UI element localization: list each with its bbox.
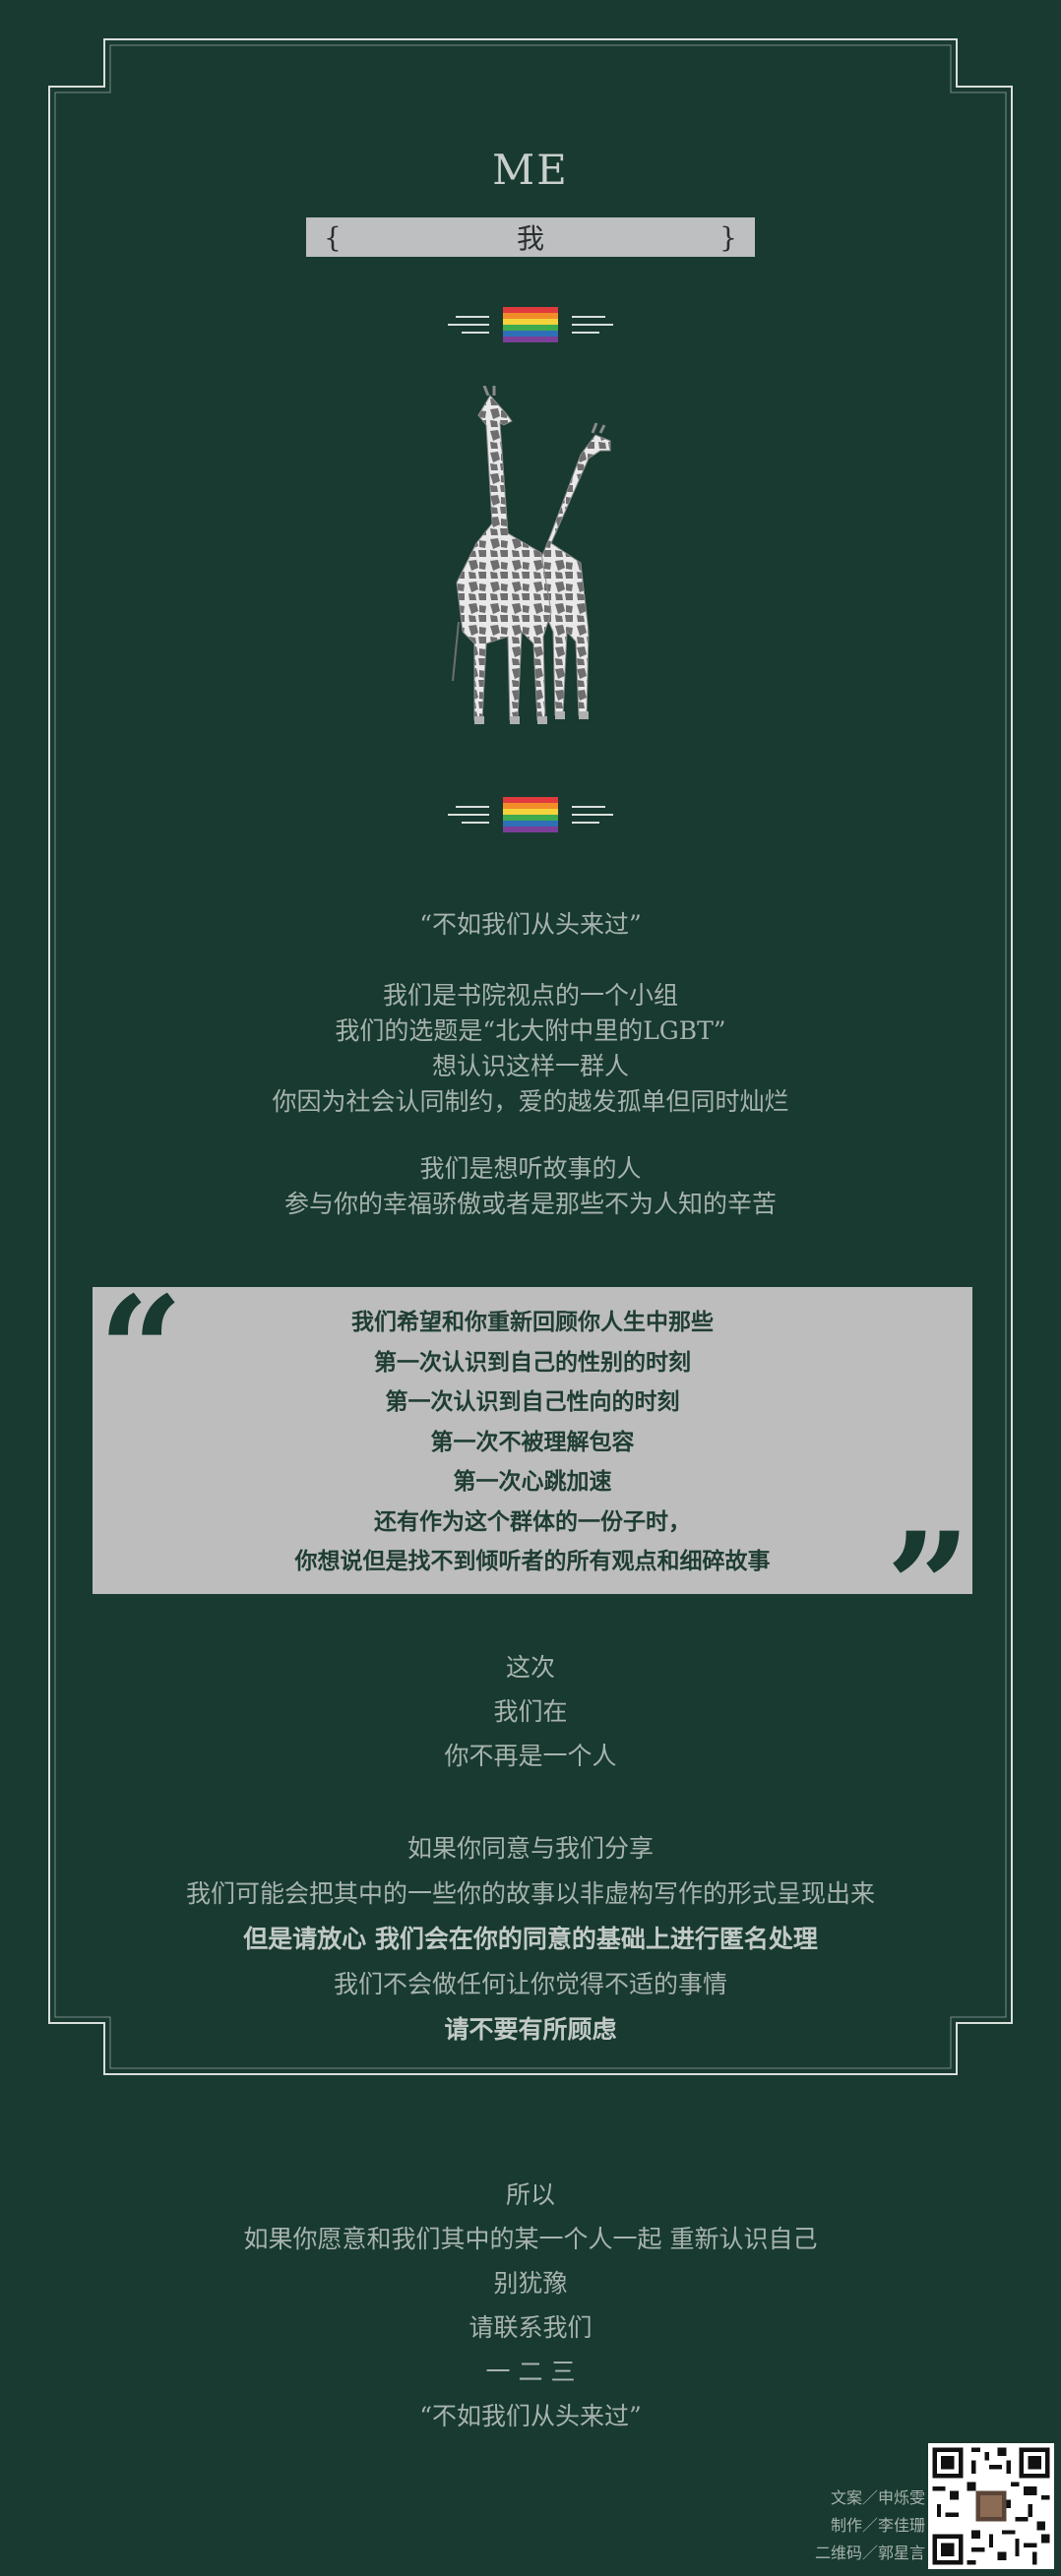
close-quote-mark: ” <box>886 1501 971 1674</box>
intro-line: 我们是书院视点的一个小组 <box>382 981 678 1010</box>
credit-line: 二维码／郭星言 <box>814 2544 925 2562</box>
closing-lines: 所以 如果你愿意和我们其中的某一个人一起 重新认识自己 别犹豫 请联系我们 一 … <box>0 2173 1061 2438</box>
middle-lines: 这次 我们在 你不再是一个人 <box>0 1645 1061 1778</box>
rainbow-flag-icon <box>448 797 613 832</box>
rainbow-flag-icon <box>448 307 613 342</box>
share-line: 如果你同意与我们分享 <box>406 1834 654 1863</box>
closing-line: 如果你愿意和我们其中的某一个人一起 重新认识自己 <box>243 2225 818 2253</box>
middle-line: 你不再是一个人 <box>444 1742 617 1770</box>
subtitle-close-brace: } <box>719 220 737 254</box>
intro-lines: 我们是书院视点的一个小组 我们的选题是“北大附中里的LGBT” 想认识这样一群人… <box>0 978 1061 1120</box>
closing-line: “不如我们从头来过” <box>419 2402 642 2430</box>
closing-line: 所以 <box>505 2180 555 2209</box>
closing-line: 请联系我们 <box>468 2313 593 2342</box>
subtitle-text: 我 <box>516 222 544 255</box>
open-quote-mark: “ <box>98 1264 184 1438</box>
subtitle-bar: { 我 } <box>306 217 755 257</box>
intro-quote: “不如我们从头来过” <box>0 907 1061 943</box>
share-line-emphasis: 但是请放心 我们会在你的同意的基础上进行匿名处理 <box>243 1925 818 1953</box>
page-title: ME <box>492 146 569 194</box>
credits: 文案／申烁雯 制作／李佳珊 二维码／郭星言 <box>778 2484 925 2567</box>
intro-quote-text: “不如我们从头来过” <box>419 910 642 939</box>
quote-box: “ 我们希望和你重新回顾你人生中那些 第一次认识到自己的性别的时刻 第一次认识到… <box>93 1277 972 1661</box>
quote-line: 你想说但是找不到倾听者的所有观点和细碎故事 <box>294 1549 771 1574</box>
subtitle-open-brace: { <box>324 220 342 254</box>
intro-line: 你因为社会认同制约，爱的越发孤单但同时灿烂 <box>272 1087 789 1116</box>
intro-line: 我们是想听故事的人 <box>419 1154 642 1183</box>
credit-line: 文案／申烁雯 <box>830 2488 925 2507</box>
quote-line: 我们希望和你重新回顾你人生中那些 <box>351 1310 714 1335</box>
share-line-emphasis: 请不要有所顾虑 <box>444 2015 617 2044</box>
share-line: 我们不会做任何让你觉得不适的事情 <box>333 1970 727 1998</box>
share-line: 我们可能会把其中的一些你的故事以非虚构写作的形式呈现出来 <box>185 1879 875 1908</box>
closing-line: 一 二 三 <box>485 2358 576 2386</box>
quote-line: 还有作为这个群体的一份子时， <box>374 1508 691 1535</box>
giraffes-illustration <box>452 386 611 724</box>
quote-line: 第一次心跳加速 <box>453 1469 612 1495</box>
middle-line: 这次 <box>505 1653 555 1682</box>
intro-line: 想认识这样一群人 <box>431 1052 629 1080</box>
quote-line: 第一次认识到自己性向的时刻 <box>385 1389 680 1415</box>
intro-line: 我们的选题是“北大附中里的LGBT” <box>335 1016 726 1045</box>
intro-lines-2: 我们是想听故事的人 参与你的幸福骄傲或者是那些不为人知的辛苦 <box>0 1151 1061 1222</box>
credit-line: 制作／李佳珊 <box>830 2516 925 2535</box>
share-lines: 如果你同意与我们分享 我们可能会把其中的一些你的故事以非虚构写作的形式呈现出来 … <box>0 1826 1061 2053</box>
intro-line: 参与你的幸福骄傲或者是那些不为人知的辛苦 <box>283 1190 777 1218</box>
qr-code[interactable] <box>928 2443 1054 2569</box>
quote-line: 第一次不被理解包容 <box>430 1429 635 1455</box>
quote-line: 第一次认识到自己的性别的时刻 <box>374 1349 691 1376</box>
closing-line: 别犹豫 <box>493 2269 568 2298</box>
middle-line: 我们在 <box>493 1697 568 1726</box>
